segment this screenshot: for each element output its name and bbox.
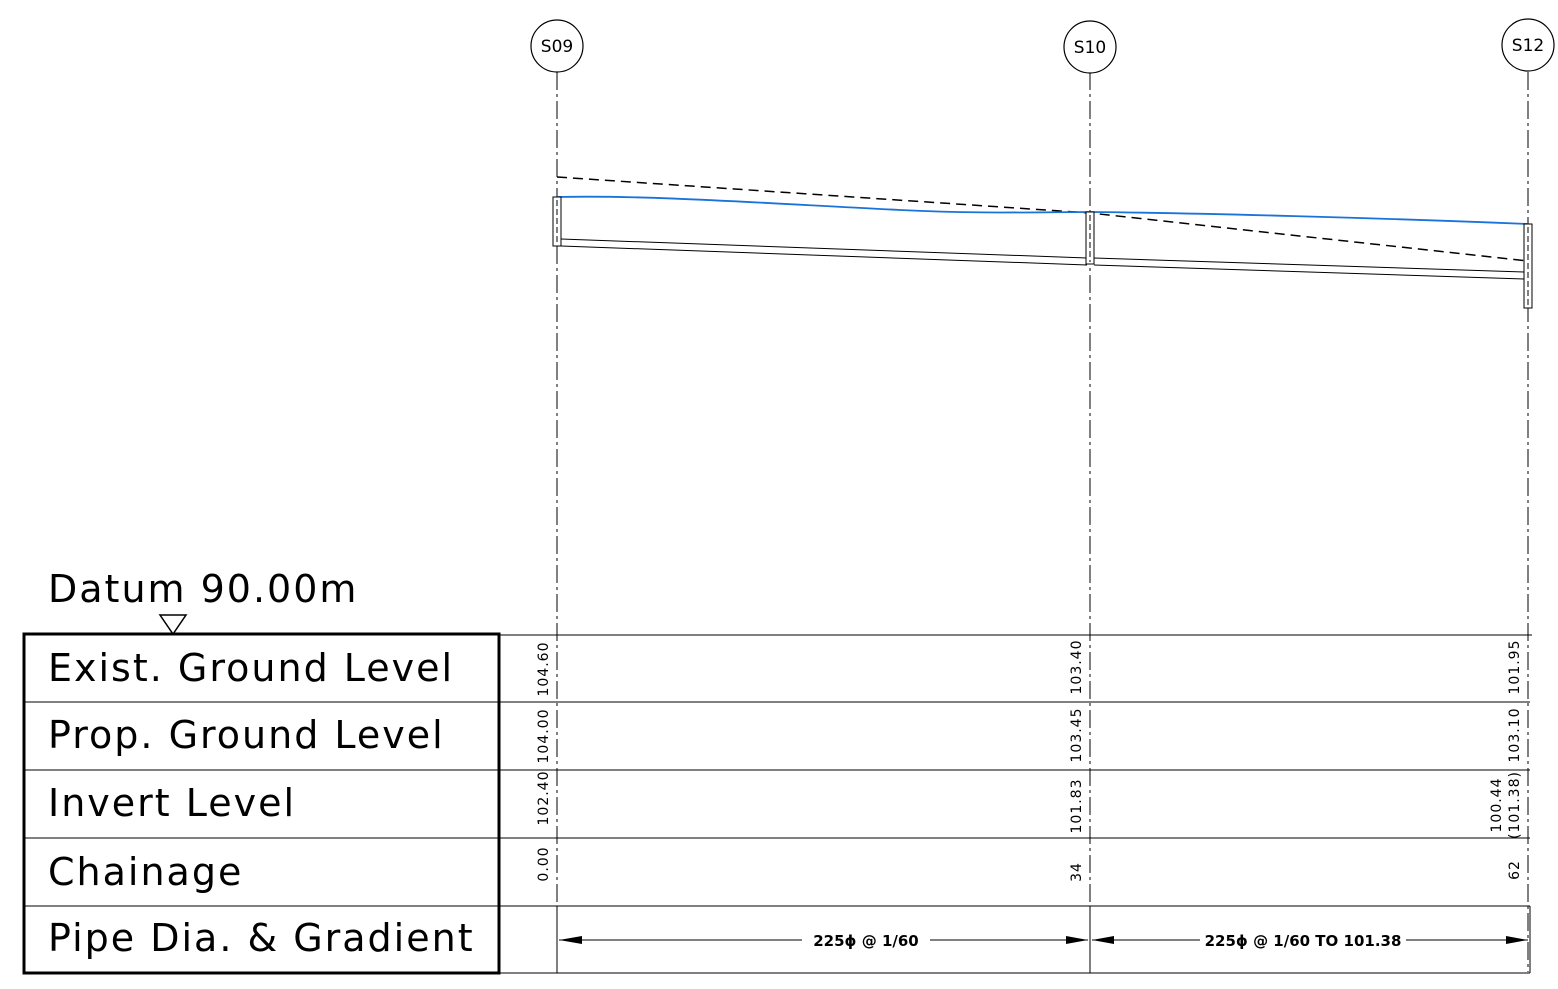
row-label-existing-ground: Exist. Ground Level: [48, 646, 454, 690]
svg-text:225ϕ @ 1/60: 225ϕ @ 1/60: [813, 932, 919, 950]
s12-invert-value: 100.44: [1489, 778, 1505, 833]
row-label-chainage: Chainage: [48, 850, 243, 894]
manhole-tag-s10[interactable]: S10: [1063, 20, 1117, 74]
s12-invert-secondary-value: (101.38): [1507, 771, 1523, 839]
row-label-proposed-ground: Prop. Ground Level: [48, 713, 445, 757]
row-label-invert-level: Invert Level: [48, 781, 296, 825]
s09-invert-value: 102.40: [536, 771, 552, 826]
manhole-tag-s09[interactable]: S09: [530, 19, 584, 73]
table-grid: [24, 634, 1532, 974]
row-label-pipe-dia-gradient: Pipe Dia. & Gradient: [48, 916, 475, 960]
s10-existing-ground-value: 103.40: [1069, 640, 1085, 695]
s09-proposed-ground-value: 104.00: [536, 709, 552, 764]
manhole-shaft-s12: [1523, 223, 1533, 309]
datum-label: Datum 90.00m: [48, 567, 358, 611]
manhole-shaft-s09: [552, 196, 562, 247]
svg-text:S12: S12: [1512, 36, 1544, 56]
s10-chainage-value: 34: [1069, 862, 1085, 882]
s12-proposed-ground-value: 103.10: [1507, 708, 1523, 763]
s09-chainage-value: 0.00: [536, 846, 552, 881]
datum-triangle-icon: [158, 614, 188, 636]
svg-text:225ϕ @ 1/60 TO 101.38: 225ϕ @ 1/60 TO 101.38: [1205, 932, 1402, 950]
manhole-shaft-s10: [1085, 211, 1095, 265]
s12-existing-ground-value: 101.95: [1507, 640, 1523, 695]
svg-text:S10: S10: [1074, 38, 1106, 58]
svg-text:S09: S09: [541, 37, 573, 57]
existing-ground-line: [556, 195, 1529, 225]
pipe-profile: [560, 238, 1525, 280]
s09-existing-ground-value: 104.60: [536, 642, 552, 697]
row-label-box: [22, 632, 501, 975]
s10-proposed-ground-value: 103.45: [1069, 708, 1085, 763]
pipe-dimension-s10-s12: 225ϕ @ 1/60 TO 101.38: [1092, 932, 1528, 950]
s10-invert-value: 101.83: [1069, 779, 1085, 834]
s12-chainage-value: 62: [1507, 860, 1523, 880]
pipe-dimension-s09-s10: 225ϕ @ 1/60: [559, 932, 1088, 950]
manhole-tag-s12[interactable]: S12: [1501, 18, 1555, 72]
